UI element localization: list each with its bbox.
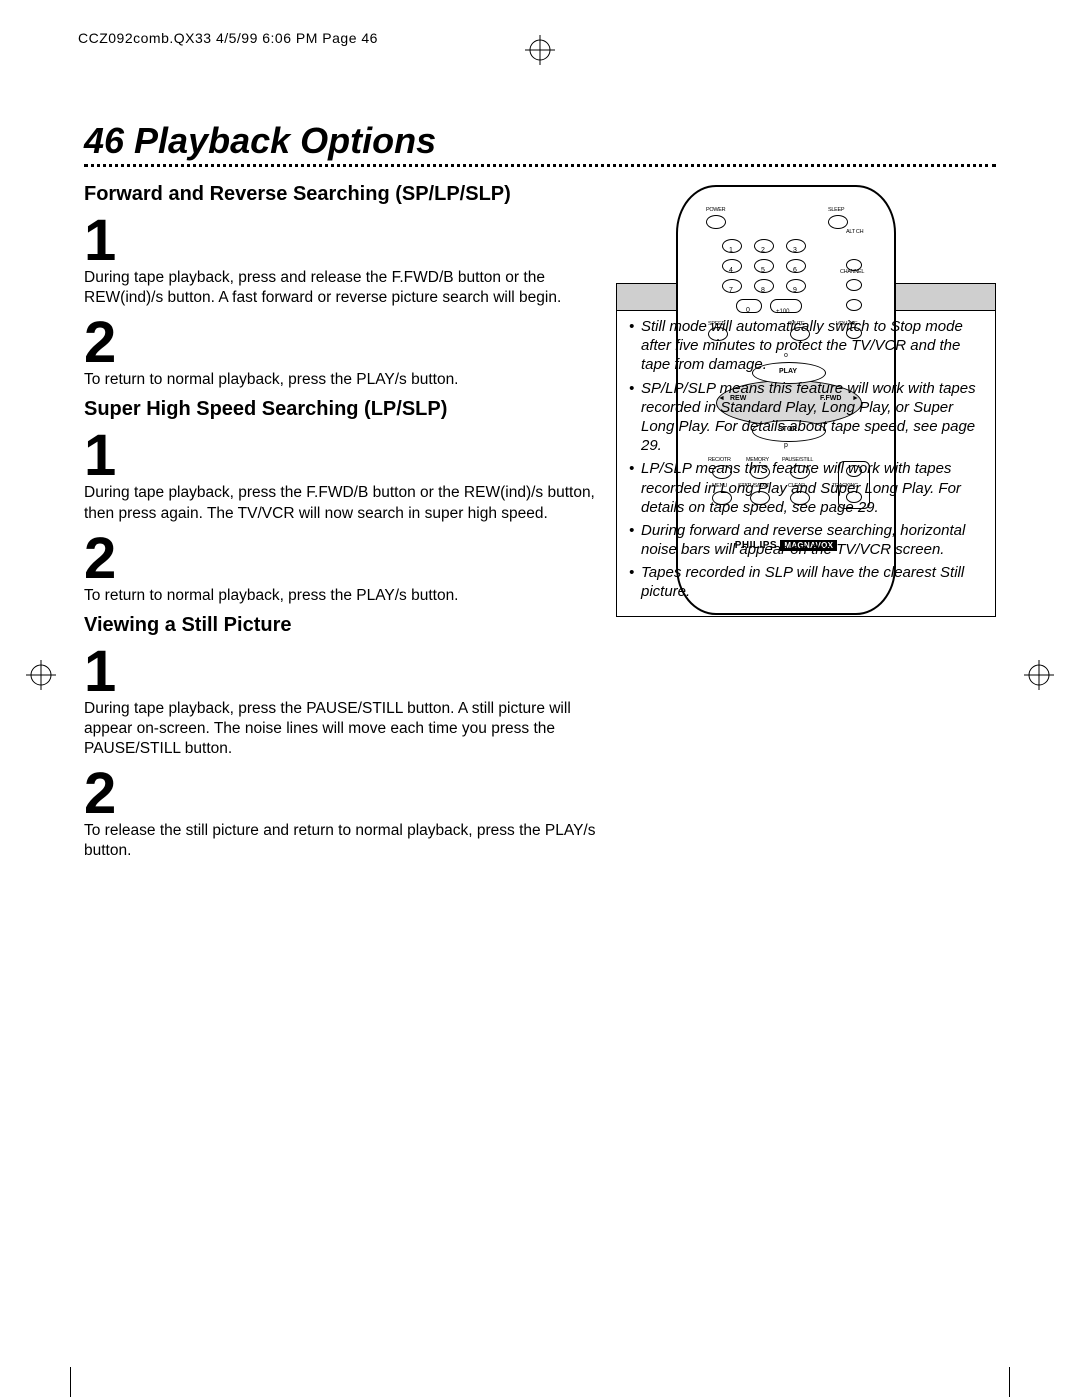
instructions-column: Forward and Reverse Searching (SP/LP/SLP…: [84, 175, 604, 862]
label-sleep: SLEEP: [828, 207, 844, 213]
step-text: To return to normal playback, press the …: [84, 586, 604, 606]
step-1-2: 2 To return to normal playback, press th…: [84, 314, 604, 390]
step-text: During tape playback, press the F.FWD/B …: [84, 483, 604, 523]
step-2-2: 2 To return to normal playback, press th…: [84, 530, 604, 606]
crop-mark-br-v: [1009, 1367, 1010, 1397]
page-number: 46: [84, 120, 124, 162]
btn-2: 2: [754, 239, 774, 253]
btn-ch-dn: [846, 279, 862, 291]
btn-7: 7: [722, 279, 742, 293]
hints-list: Still mode will automatically switch to …: [627, 317, 985, 602]
btn-5: 5: [754, 259, 774, 273]
registration-mark-left: [26, 660, 56, 690]
section-heading-3: Viewing a Still Picture: [84, 614, 604, 637]
page-content: 46 Playback Options Forward and Reverse …: [84, 120, 996, 1320]
step-number: 2: [84, 314, 116, 372]
section-heading-1: Forward and Reverse Searching (SP/LP/SLP…: [84, 183, 604, 206]
step-1-1: 1 During tape playback, press and releas…: [84, 212, 604, 308]
page-title-row: 46 Playback Options: [84, 120, 996, 162]
print-header: CCZ092comb.QX33 4/5/99 6:06 PM Page 46: [78, 30, 378, 46]
right-column: POWER SLEEP ALT CH 1 2 3 4 5 6 CHANNEL 7…: [616, 175, 996, 862]
section-heading-2: Super High Speed Searching (LP/SLP): [84, 398, 604, 421]
btn-4: 4: [722, 259, 742, 273]
hint-item: LP/SLP means this feature will work with…: [627, 459, 985, 517]
btn-1: 1: [722, 239, 742, 253]
step-text: During tape playback, press and release …: [84, 268, 604, 308]
step-3-2: 2 To release the still picture and retur…: [84, 765, 604, 861]
registration-mark-right: [1024, 660, 1054, 690]
btn-6: 6: [786, 259, 806, 273]
page-title: Playback Options: [134, 120, 436, 162]
btn-9: 9: [786, 279, 806, 293]
label-altch: ALT CH: [846, 229, 863, 235]
step-3-1: 1 During tape playback, press the PAUSE/…: [84, 643, 604, 759]
title-divider: [84, 164, 996, 167]
step-number: 1: [84, 212, 116, 270]
step-number: 1: [84, 643, 116, 701]
crop-mark-bl-v: [70, 1367, 71, 1397]
btn-sleep: [828, 215, 848, 229]
step-2-1: 1 During tape playback, press the F.FWD/…: [84, 427, 604, 523]
btn-100: +100: [770, 299, 802, 313]
step-text: To release the still picture and return …: [84, 821, 604, 861]
label-power: POWER: [706, 207, 725, 213]
registration-mark-top: [525, 35, 555, 65]
hint-item: Tapes recorded in SLP will have the clea…: [627, 563, 985, 601]
btn-small-1: [846, 299, 862, 311]
hint-item: During forward and reverse searching, ho…: [627, 521, 985, 559]
btn-3: 3: [786, 239, 806, 253]
step-text: To return to normal playback, press the …: [84, 370, 604, 390]
hint-item: SP/LP/SLP means this feature will work w…: [627, 379, 985, 456]
btn-8: 8: [754, 279, 774, 293]
step-number: 2: [84, 765, 116, 823]
label-channel: CHANNEL: [840, 269, 864, 275]
step-number: 1: [84, 427, 116, 485]
step-text: During tape playback, press the PAUSE/ST…: [84, 699, 604, 759]
btn-0: 0: [736, 299, 762, 313]
btn-power: [706, 215, 726, 229]
helpful-hints-box: Helpful Hints Still mode will automatica…: [616, 283, 996, 617]
hint-item: Still mode will automatically switch to …: [627, 317, 985, 375]
step-number: 2: [84, 530, 116, 588]
